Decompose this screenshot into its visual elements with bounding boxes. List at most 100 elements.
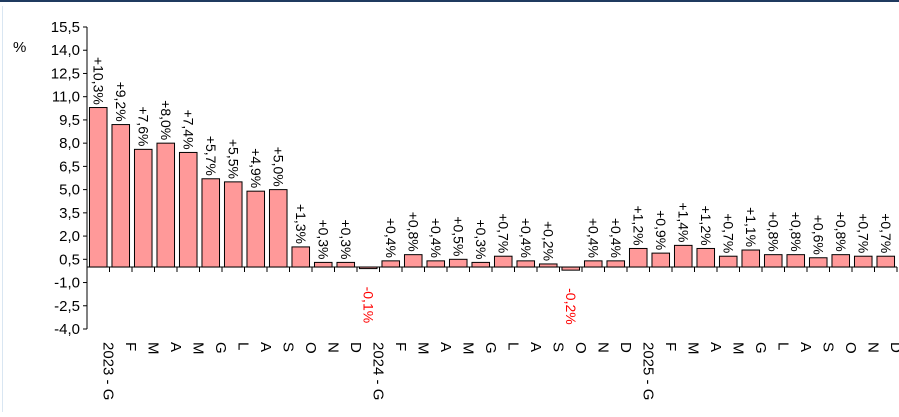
bar: [178, 151, 198, 268]
y-tick-label: 5,0: [59, 182, 80, 199]
x-tick-label: O: [572, 342, 589, 354]
y-tick-label: 12,5: [51, 65, 80, 82]
x-tick-label: A: [707, 342, 724, 352]
x-tick-label: M: [459, 342, 476, 355]
x-tick-label: O: [842, 342, 859, 354]
x-tick-label: A: [167, 342, 184, 352]
bar-value-label: +0,5%: [450, 216, 466, 256]
x-tick-label: F: [662, 342, 679, 351]
bar: [291, 246, 311, 268]
bar: [381, 260, 401, 268]
x-tick-label: N: [324, 342, 341, 353]
x-tick-label: 2025 - G: [639, 342, 656, 400]
bar: [156, 142, 176, 268]
y-tick-label: -1,0: [54, 275, 80, 292]
bar-value-label: +0,3%: [338, 219, 354, 259]
bar-value-label: +0,4%: [383, 218, 399, 258]
bar-value-label: +5,0%: [270, 147, 286, 187]
bar-value-label: +0,8%: [788, 212, 804, 252]
x-tick-label: M: [729, 342, 746, 355]
bar-value-label: +0,8%: [765, 212, 781, 252]
bar-value-label: -0,1%: [360, 287, 376, 324]
y-tick-label: 2,0: [59, 228, 80, 245]
x-tick-label: F: [122, 342, 139, 351]
bar-value-label: +0,3%: [473, 219, 489, 259]
x-tick-label: M: [414, 342, 431, 355]
bar: [448, 258, 468, 268]
bar-value-label: +1,2%: [630, 205, 646, 245]
bar-value-label: +0,6%: [810, 215, 826, 255]
y-tick-label: 8,0: [59, 135, 80, 152]
bar: [651, 252, 671, 268]
x-tick-label: S: [819, 342, 836, 352]
bar: [493, 255, 513, 268]
y-axis-label: %: [13, 39, 26, 56]
x-tick-label: F: [392, 342, 409, 351]
bar: [763, 254, 783, 268]
bars: [88, 107, 896, 271]
bar: [268, 189, 288, 268]
x-axis: 2023 - G F M A M G L A S O N D 2024 - G F M A M G L A S O N D 20…: [87, 266, 899, 400]
bar-value-label: +0,4%: [608, 218, 624, 258]
y-tick-label: 15,5: [51, 19, 80, 36]
bar: [403, 254, 423, 268]
bar-value-label: +0,7%: [878, 213, 894, 253]
x-tick-label: 2023 - G: [99, 342, 116, 400]
bar-value-label: +4,9%: [248, 148, 264, 188]
x-tick-label: A: [257, 342, 274, 352]
bar: [516, 260, 536, 268]
left-border: [2, 6, 3, 412]
bar-value-label: +8,0%: [158, 100, 174, 140]
bar: [786, 254, 806, 268]
bar-value-label: +5,5%: [225, 139, 241, 179]
x-tick-label: L: [504, 342, 521, 350]
bar: [673, 244, 693, 268]
x-tick-label: A: [527, 342, 544, 352]
bar-value-label: +7,4%: [180, 109, 196, 149]
bar: [808, 257, 828, 268]
bar: [111, 124, 131, 268]
x-tick-label: S: [279, 342, 296, 352]
bar-value-label: +5,7%: [203, 136, 219, 176]
bar: [471, 261, 491, 268]
y-tick-label: -4,0: [54, 321, 80, 338]
bar: [696, 247, 716, 268]
x-tick-label: L: [234, 342, 251, 350]
y-axis: 15,5 14,0 12,5 11,0 9,5 8,0 6,5 5,0 3,5 2,0 0,5 -1,…: [51, 19, 88, 338]
x-tick-label: L: [774, 342, 791, 350]
bar-value-label: +0,7%: [720, 213, 736, 253]
bar: [831, 254, 851, 268]
x-tick-label: M: [684, 342, 701, 355]
x-tick-label: G: [752, 342, 769, 354]
x-tick-label: M: [144, 342, 161, 355]
bar-value-label: +7,6%: [135, 106, 151, 146]
x-tick-label: A: [797, 342, 814, 352]
y-tick-label: 0,5: [59, 251, 80, 268]
y-tick-label: 6,5: [59, 158, 80, 175]
x-tick-label: S: [549, 342, 566, 352]
y-tick-label: 3,5: [59, 205, 80, 222]
x-tick-label: G: [212, 342, 229, 354]
x-tick-label: D: [617, 342, 634, 353]
bar-value-label: +1,1%: [743, 207, 759, 247]
bar: [718, 255, 738, 268]
y-tick-label: 9,5: [59, 112, 80, 129]
bar-value-label: +0,8%: [405, 212, 421, 252]
bar-value-label: +0,4%: [428, 218, 444, 258]
bar-value-label: +0,4%: [518, 218, 534, 258]
bar-value-label: +9,2%: [113, 82, 129, 122]
bar-value-label: +0,3%: [315, 219, 331, 259]
x-tick-label: D: [887, 342, 899, 353]
bar: [876, 255, 896, 268]
bar: [133, 148, 153, 268]
bar-value-label: +0,8%: [833, 212, 849, 252]
bar: [606, 260, 626, 268]
bar-value-label: +1,2%: [698, 205, 714, 245]
x-tick-label: N: [594, 342, 611, 353]
bar-value-label: +0,2%: [540, 221, 556, 261]
bar: [336, 261, 356, 268]
bar: [246, 190, 266, 268]
y-tick-label: -2,5: [54, 298, 80, 315]
bar: [313, 261, 333, 268]
